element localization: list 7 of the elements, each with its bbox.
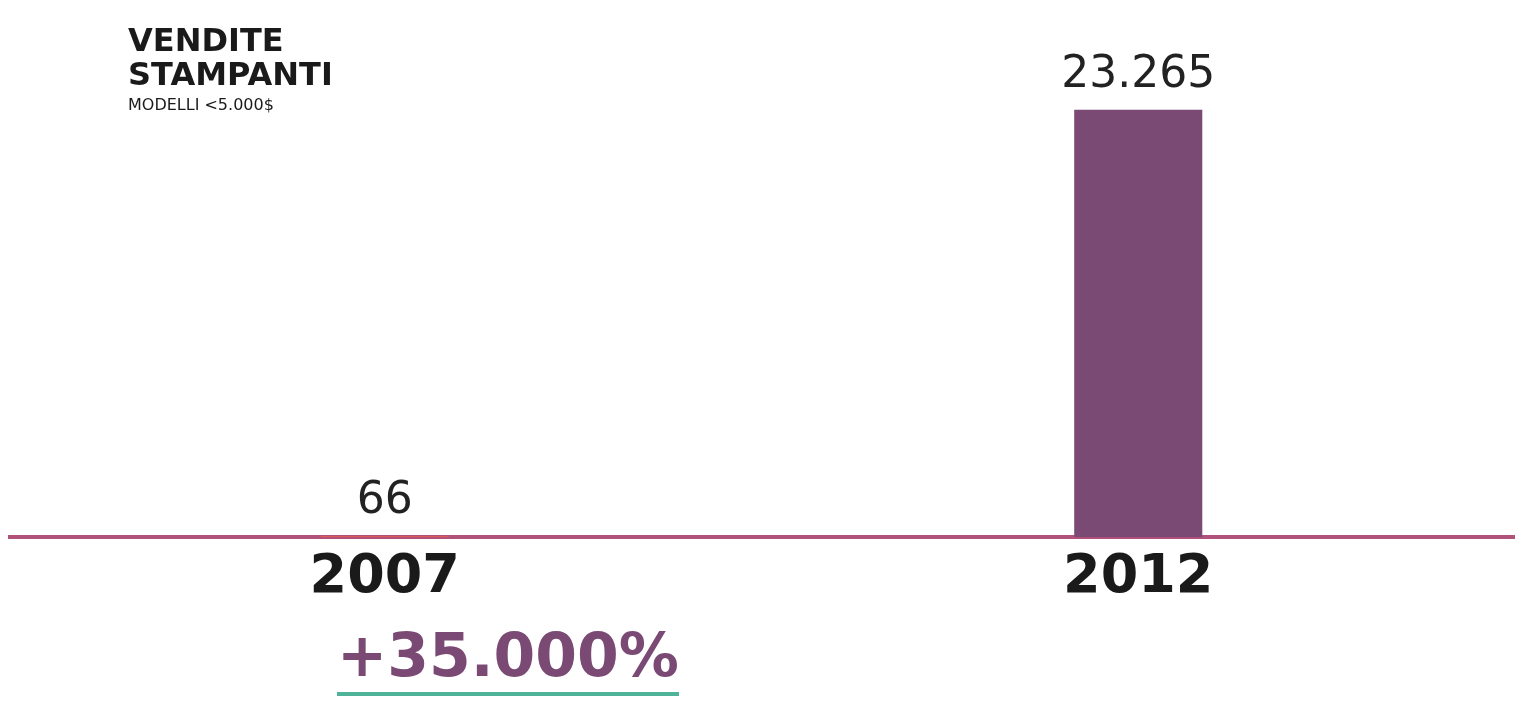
x-tick-label: 2007 bbox=[309, 541, 460, 605]
chart-title: VENDITE STAMPANTI bbox=[128, 21, 334, 93]
data-label: 23.265 bbox=[1061, 46, 1216, 98]
data-label: 66 bbox=[356, 472, 413, 524]
x-tick-label: 2012 bbox=[1063, 541, 1214, 605]
text: +35.000% bbox=[337, 620, 679, 690]
chart-subtitle: MODELLI <5.000$ bbox=[128, 95, 275, 114]
